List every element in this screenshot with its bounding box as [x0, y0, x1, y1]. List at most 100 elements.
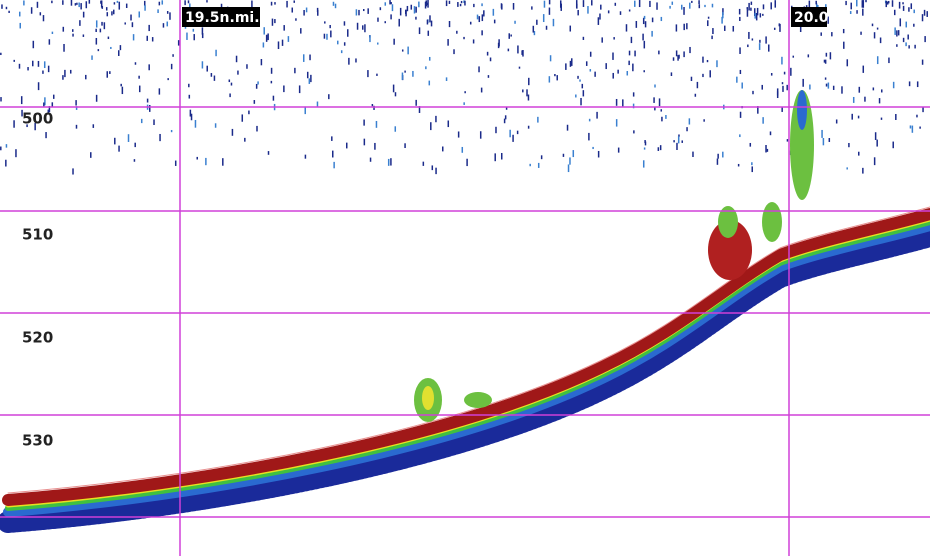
noise-speck — [332, 1, 335, 6]
distance-label-bg — [791, 7, 827, 27]
noise-speck — [786, 139, 789, 142]
noise-speck — [369, 157, 372, 162]
noise-speck — [905, 21, 908, 28]
noise-speck — [158, 1, 161, 6]
noise-speck — [642, 33, 644, 41]
noise-speck — [835, 119, 838, 124]
noise-speck — [300, 28, 302, 34]
noise-speck — [507, 48, 510, 52]
noise-speck — [255, 83, 258, 89]
noise-speck — [18, 11, 21, 17]
distance-label-bg — [182, 7, 260, 27]
noise-speck — [157, 9, 159, 14]
noise-speck — [762, 4, 765, 10]
noise-speck — [822, 137, 825, 146]
noise-speck — [676, 142, 678, 150]
noise-speck — [683, 23, 685, 31]
noise-speck — [569, 60, 572, 67]
noise-speck — [118, 145, 120, 152]
noise-speck — [628, 60, 630, 66]
noise-speck — [166, 11, 169, 14]
distance-label: 19.5n.mi. — [185, 10, 260, 26]
noise-speck — [510, 34, 512, 37]
noise-speck — [751, 38, 754, 41]
depth-label: 500 — [22, 110, 53, 128]
noise-speck — [481, 30, 483, 36]
noise-speck — [371, 104, 374, 107]
noise-speck — [125, 3, 128, 9]
noise-speck — [861, 0, 864, 8]
noise-speck — [486, 51, 489, 56]
noise-speck — [398, 18, 400, 27]
noise-speck — [672, 57, 675, 61]
noise-speck — [456, 30, 458, 34]
noise-speck — [852, 96, 855, 103]
noise-speck — [698, 4, 701, 9]
noise-speck — [589, 51, 592, 57]
noise-speck — [832, 85, 835, 90]
noise-speck — [1, 4, 3, 9]
noise-speck — [521, 50, 523, 55]
noise-speck — [377, 42, 379, 45]
noise-speck — [845, 0, 847, 6]
noise-speck — [613, 37, 615, 40]
noise-speck — [600, 4, 602, 10]
noise-speck — [47, 109, 50, 113]
noise-speck — [270, 80, 273, 84]
noise-speck — [633, 130, 635, 134]
noise-speck — [673, 140, 675, 143]
noise-speck — [500, 152, 503, 160]
noise-speck — [132, 34, 135, 41]
noise-speck — [116, 0, 119, 3]
noise-speck — [478, 16, 481, 23]
noise-speck — [205, 157, 207, 166]
noise-speck — [556, 75, 558, 81]
noise-speck — [262, 42, 265, 48]
noise-speck — [815, 0, 817, 5]
noise-speck — [263, 27, 265, 35]
noise-speck — [712, 28, 714, 35]
school-edge — [797, 90, 807, 130]
noise-speck — [634, 50, 636, 57]
noise-speck — [505, 107, 508, 110]
noise-speck — [302, 54, 305, 62]
noise-speck — [896, 30, 898, 37]
noise-speck — [762, 13, 764, 16]
noise-speck — [21, 109, 23, 117]
noise-speck — [13, 59, 15, 62]
noise-speck — [222, 158, 224, 166]
noise-speck — [324, 21, 326, 24]
noise-speck — [588, 118, 591, 122]
noise-speck — [100, 0, 103, 8]
noise-speck — [213, 75, 216, 81]
noise-speck — [103, 22, 106, 30]
noise-speck — [159, 133, 161, 142]
noise-speck — [5, 6, 8, 10]
echo-lightblue — [3, 221, 930, 517]
noise-speck — [612, 52, 614, 60]
noise-speck — [831, 32, 833, 37]
noise-speck — [75, 100, 77, 106]
noise-speck — [739, 16, 741, 22]
noise-speck — [206, 0, 208, 3]
echo-blue — [0, 225, 930, 533]
noise-speck — [612, 72, 614, 79]
noise-speck — [722, 12, 724, 19]
noise-speck — [373, 105, 375, 110]
fish-schools — [414, 90, 814, 422]
noise-speck — [885, 0, 888, 8]
noise-speck — [415, 6, 417, 13]
school — [762, 202, 782, 242]
noise-speck — [435, 115, 437, 123]
noise-speck — [330, 30, 332, 38]
noise-speck — [329, 24, 331, 29]
noise-speck — [90, 152, 92, 158]
noise-speck — [283, 25, 285, 31]
noise-speck — [774, 0, 777, 8]
noise-speck — [47, 65, 50, 73]
noise-speck — [138, 11, 141, 18]
noise-speck — [333, 161, 335, 169]
noise-speck — [80, 3, 82, 10]
noise-speck — [709, 70, 711, 78]
noise-speck — [101, 5, 104, 9]
